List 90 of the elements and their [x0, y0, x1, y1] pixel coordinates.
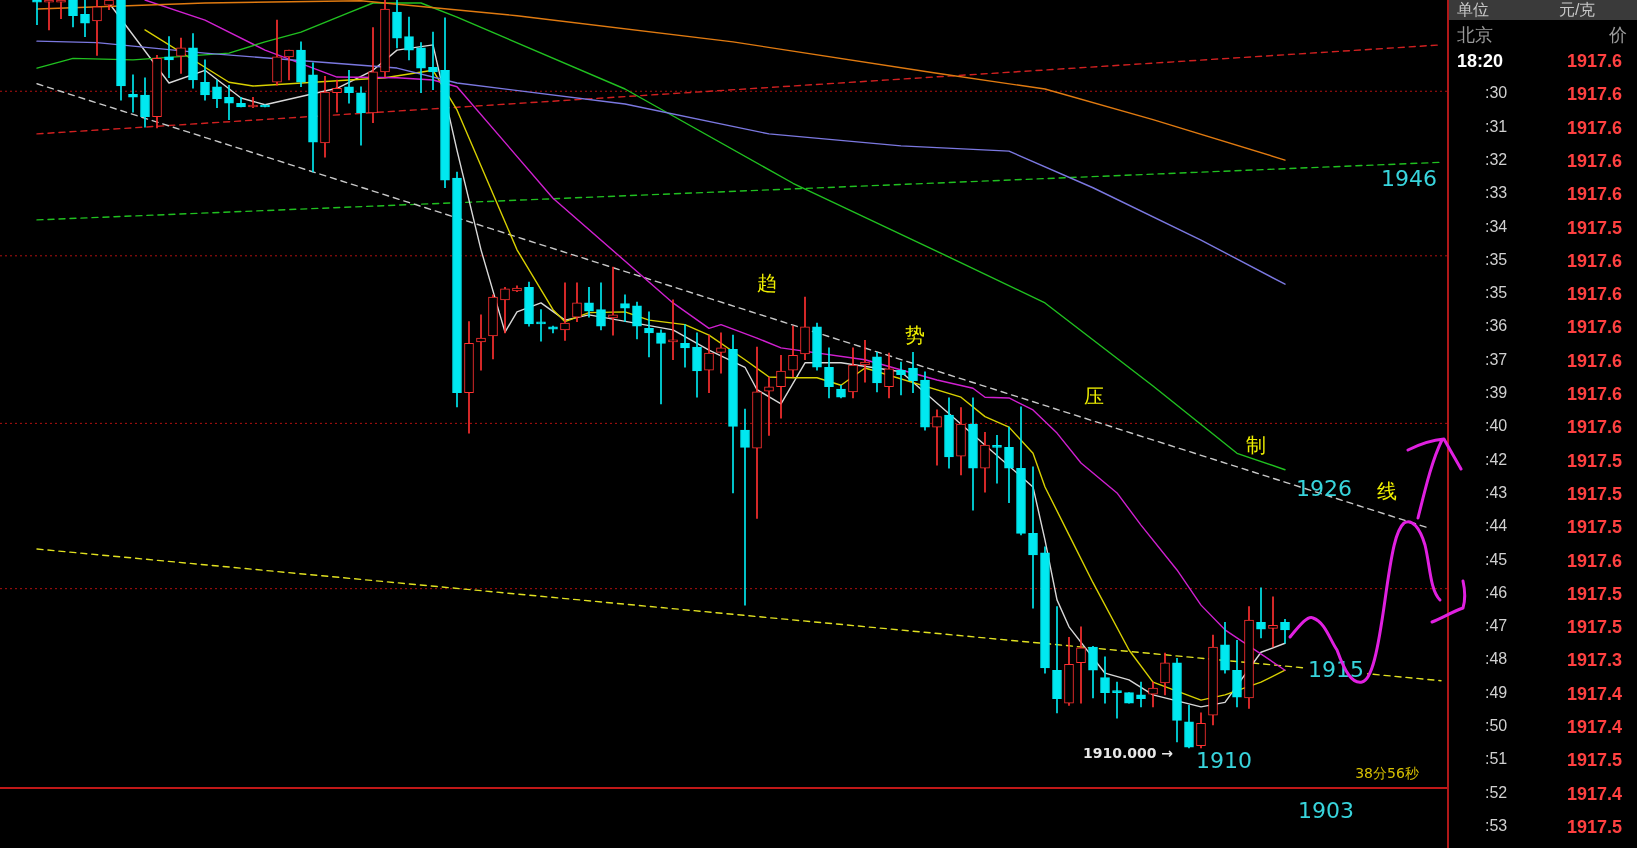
text: :32 [1485, 150, 1508, 168]
text: :35 [1485, 250, 1508, 268]
text: :36 [1485, 317, 1508, 335]
candlestick [932, 409, 942, 466]
text: :46 [1485, 583, 1508, 601]
text: :33 [1485, 184, 1508, 202]
text: :39 [1485, 384, 1508, 401]
candlestick [32, 0, 42, 26]
candlestick [428, 31, 438, 91]
annotation: 势 [905, 323, 925, 348]
text: :52 [1485, 783, 1508, 801]
text: 1917.6 [1567, 184, 1623, 205]
text: 单位 [1457, 1, 1489, 18]
text: 北京 [1457, 25, 1493, 45]
annotation: 线 [1377, 479, 1397, 504]
text: 1917.3 [1567, 650, 1623, 671]
candlestick [45, 0, 53, 31]
candlestick [1268, 596, 1278, 648]
candlestick [992, 435, 1002, 484]
text: 1917.5 [1567, 217, 1623, 238]
text: :50 [1485, 717, 1508, 734]
candlestick [344, 69, 354, 104]
text: 1917.5 [1567, 450, 1623, 471]
text: :51 [1485, 750, 1508, 768]
text: 1917.5 [1567, 583, 1623, 604]
annotation: 1910 [1196, 747, 1252, 773]
text: :31 [1485, 117, 1508, 135]
candlestick [1112, 681, 1122, 719]
text: 1917.4 [1567, 717, 1623, 737]
candlestick [1076, 626, 1086, 704]
text: :42 [1485, 450, 1508, 468]
candlestick [896, 361, 906, 396]
text: :48 [1485, 650, 1508, 668]
text: 1917.6 [1567, 51, 1623, 71]
text: 1917.5 [1567, 617, 1623, 638]
text: 元/克 [1559, 1, 1596, 18]
candlestick [1256, 587, 1266, 639]
text: 1917.6 [1567, 317, 1623, 338]
text: 1917.5 [1567, 517, 1623, 538]
text: 价 [1609, 25, 1627, 45]
annotation: 制 [1246, 433, 1266, 458]
candlestick [128, 74, 138, 113]
text: 1917.6 [1567, 150, 1623, 171]
candlestick [560, 282, 570, 341]
text: 1917.6 [1567, 417, 1623, 438]
candlestick [332, 79, 342, 113]
candlestick [740, 408, 750, 606]
text: :43 [1485, 483, 1508, 501]
text: 1917.4 [1567, 683, 1623, 704]
text: :34 [1485, 217, 1508, 235]
text: :40 [1485, 417, 1508, 435]
candlestick [765, 376, 773, 436]
candlestick [620, 294, 630, 322]
text: 1917.5 [1567, 816, 1623, 837]
text: :30 [1485, 84, 1508, 102]
text: 1917.5 [1567, 483, 1623, 504]
text: 1917.6 [1567, 550, 1623, 571]
text: :35 [1485, 284, 1508, 302]
text: 1917.5 [1567, 750, 1623, 771]
annotation: 趋 [757, 271, 777, 296]
candlestick [284, 49, 294, 81]
candlestick [716, 332, 726, 374]
annotation: 压 [1084, 384, 1104, 409]
text: 1917.6 [1567, 84, 1623, 105]
text: :44 [1485, 517, 1508, 535]
candlestick [57, 0, 65, 20]
text: 1917.6 [1567, 117, 1623, 138]
text: 1917.6 [1567, 384, 1623, 404]
text: 1903 [1298, 797, 1354, 823]
text: 1917.6 [1567, 350, 1623, 371]
text: :49 [1485, 683, 1508, 701]
candlestick [644, 311, 654, 358]
text: 1917.6 [1567, 284, 1623, 305]
text: :47 [1485, 617, 1508, 635]
candlestick [176, 37, 186, 74]
text: :45 [1485, 550, 1508, 568]
annotation: 1910.000 → [1082, 744, 1174, 761]
text: 1917.6 [1567, 250, 1623, 271]
text: 1917.4 [1567, 783, 1623, 804]
candlestick [1028, 466, 1038, 609]
candlestick [776, 354, 786, 419]
text: 18:20 [1457, 51, 1504, 71]
candlestick [680, 324, 690, 368]
annotation: 1946 [1381, 165, 1437, 191]
annotation: 1926 [1296, 475, 1352, 501]
candlestick [656, 329, 666, 405]
text: :37 [1485, 350, 1508, 368]
candlestick [224, 84, 234, 121]
text: :53 [1485, 816, 1508, 834]
text: 38分56秒 [1355, 764, 1419, 781]
